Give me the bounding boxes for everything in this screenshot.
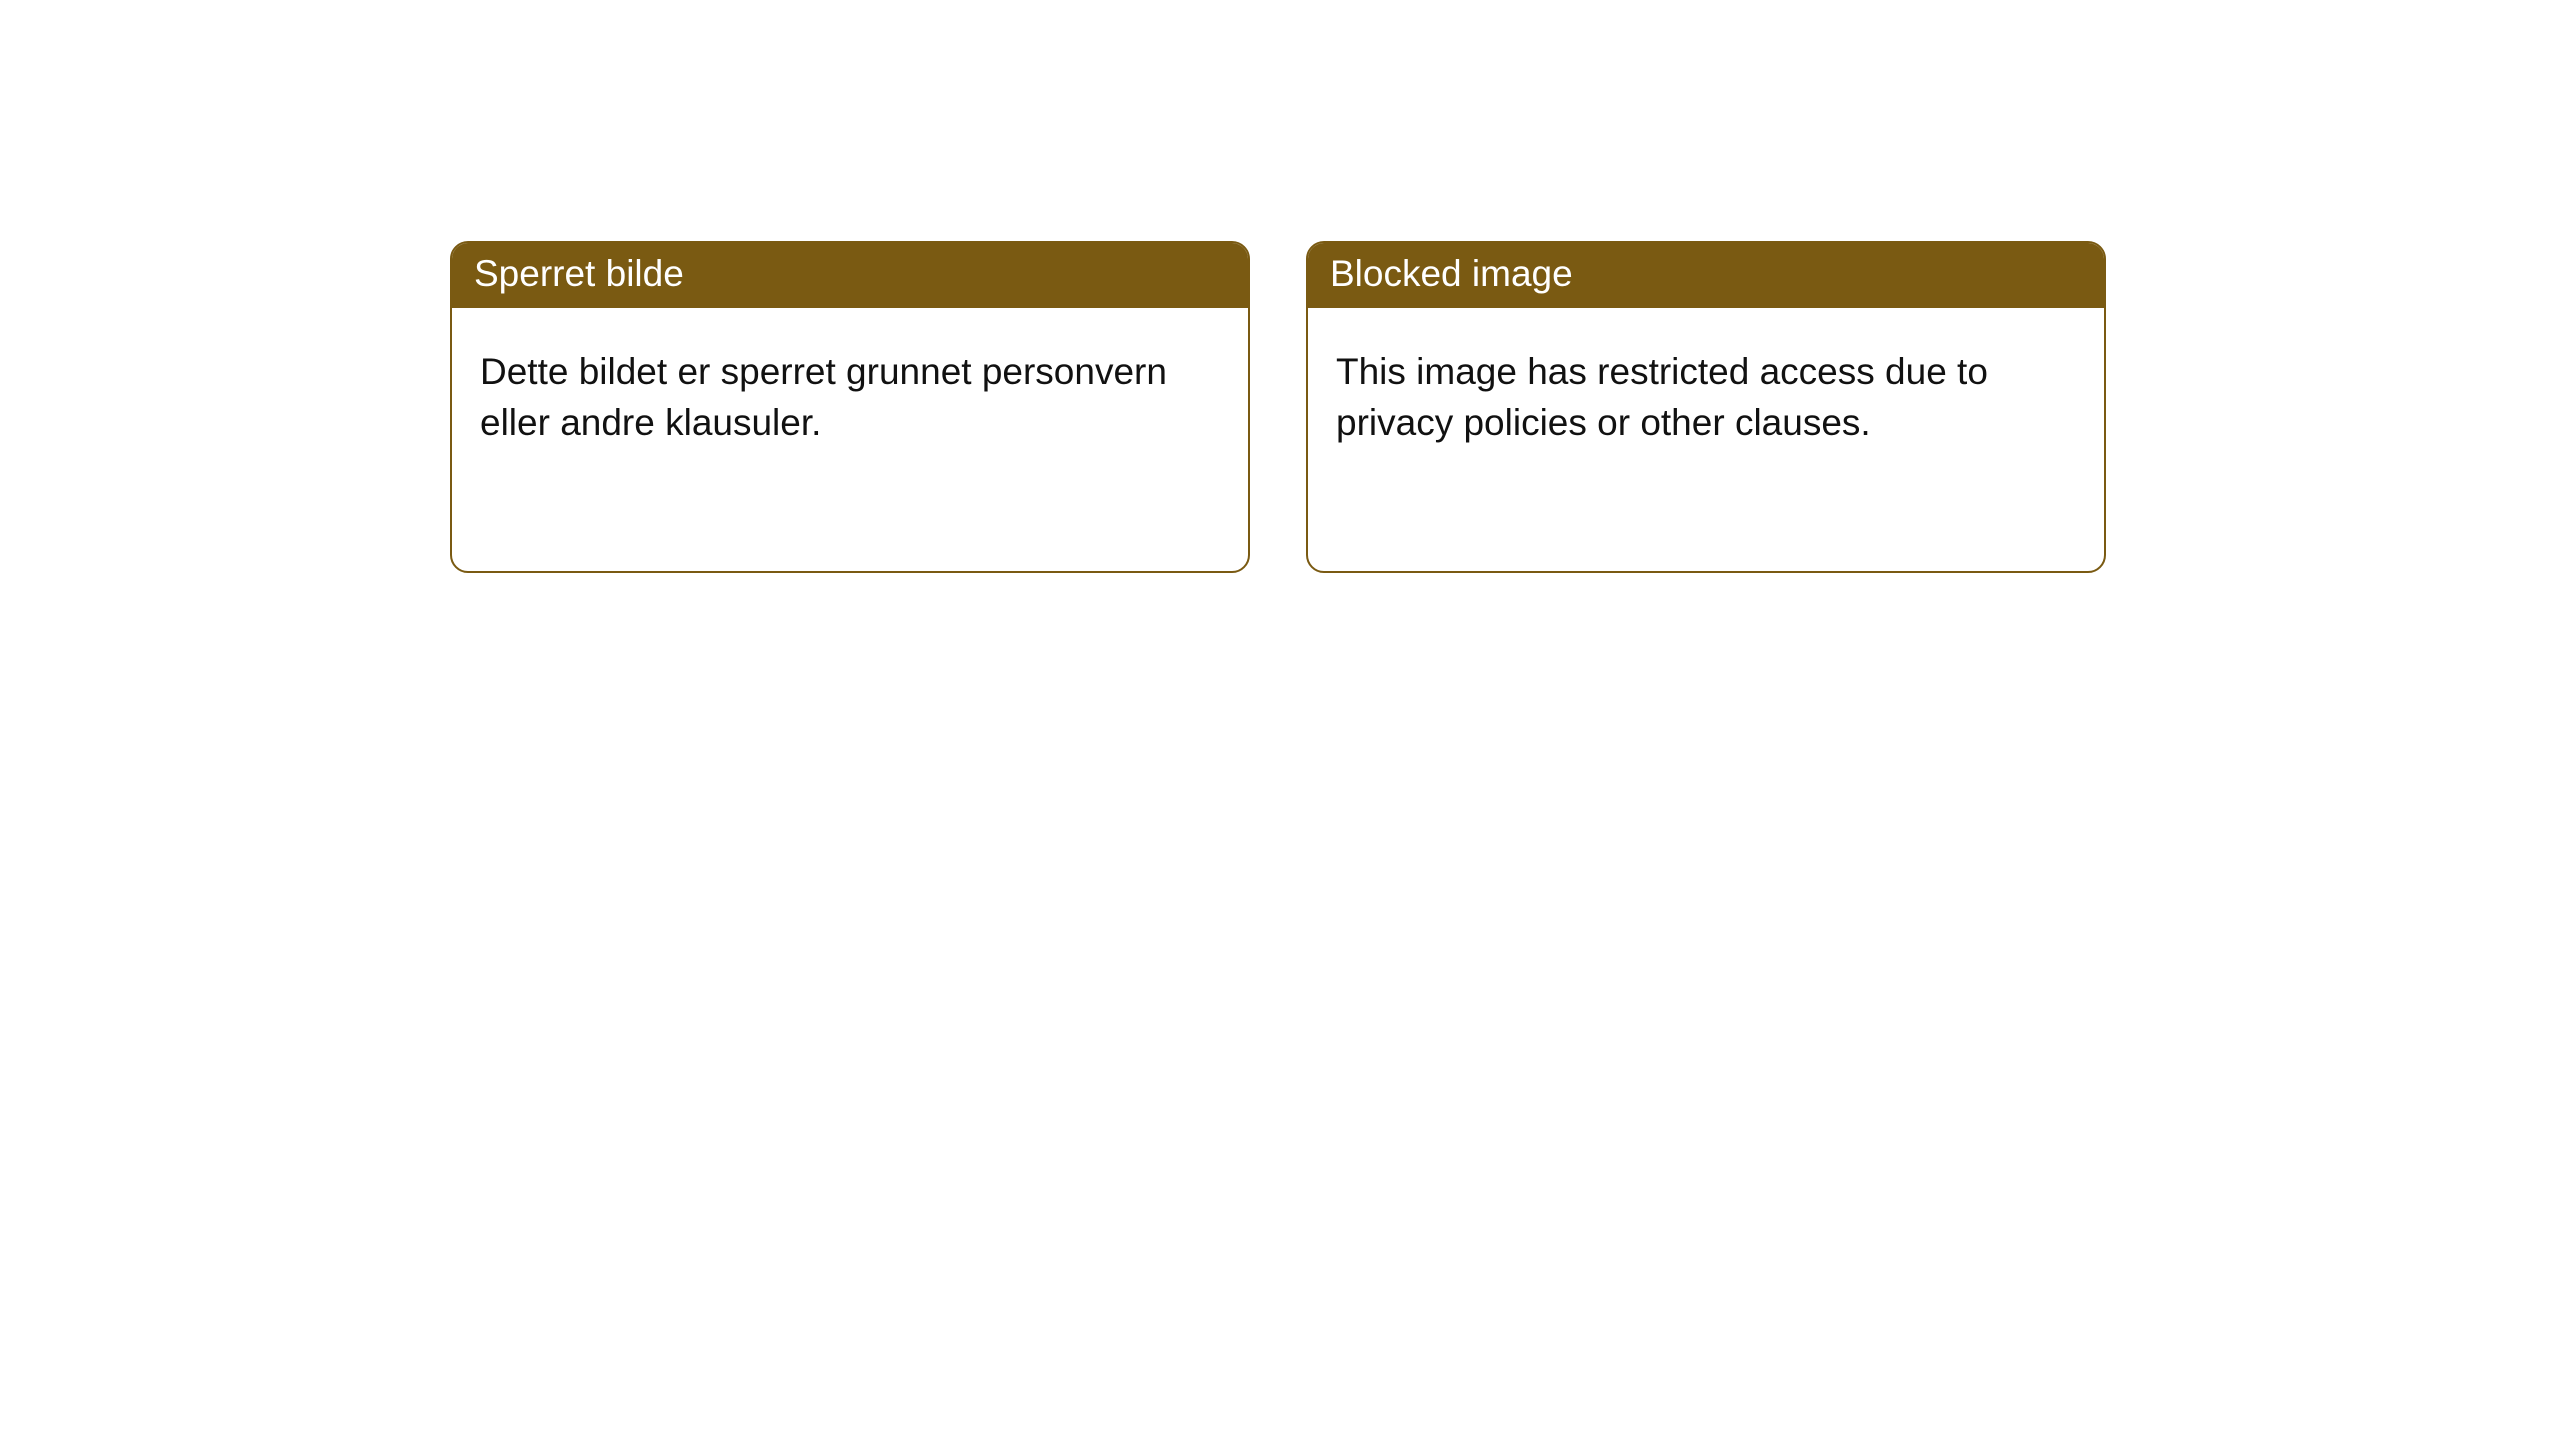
notice-cards: Sperret bilde Dette bildet er sperret gr… xyxy=(450,241,2106,573)
card-title: Sperret bilde xyxy=(452,243,1248,308)
notice-card-english: Blocked image This image has restricted … xyxy=(1306,241,2106,573)
card-body: This image has restricted access due to … xyxy=(1308,308,2104,476)
card-body: Dette bildet er sperret grunnet personve… xyxy=(452,308,1248,476)
notice-card-norwegian: Sperret bilde Dette bildet er sperret gr… xyxy=(450,241,1250,573)
card-title: Blocked image xyxy=(1308,243,2104,308)
